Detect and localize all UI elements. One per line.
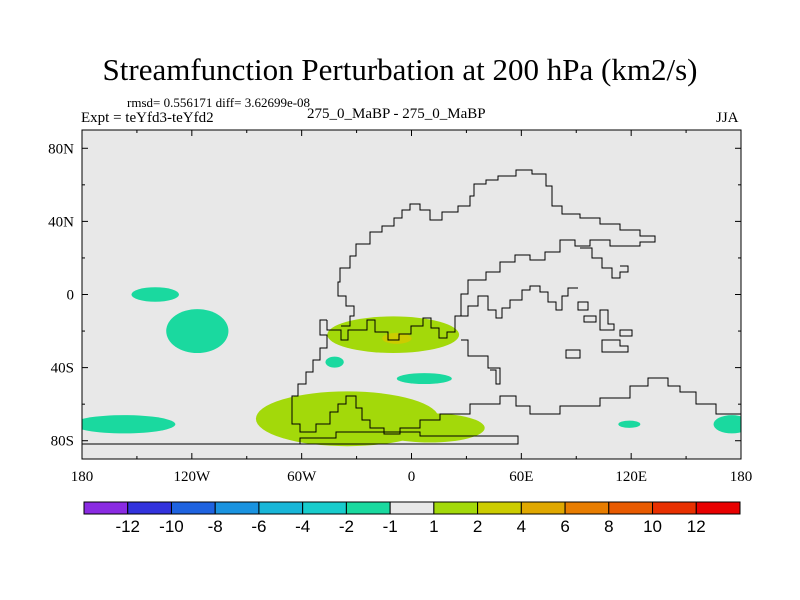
coastline-antarctica — [291, 377, 741, 435]
y-tick-label: 40N — [48, 214, 74, 230]
colorbar-label: -1 — [383, 517, 398, 536]
coastline-islands-6 — [619, 329, 633, 337]
coastline-antarctica-south — [82, 431, 519, 445]
x-tick-label: 60E — [509, 469, 533, 485]
colorbar-swatch — [564, 501, 610, 515]
colorbar-swatch — [520, 501, 566, 515]
colorbar-swatch — [477, 501, 522, 515]
period-label: 275_0_MaBP - 275_0_MaBP — [307, 106, 486, 122]
colorbar-label: -12 — [115, 517, 140, 536]
colorbar-swatch — [258, 501, 304, 515]
colorbar-label: -4 — [295, 517, 310, 536]
colorbar-swatch — [127, 501, 172, 515]
coastline-africa-west — [291, 319, 328, 404]
x-tick-label: 120E — [615, 469, 647, 485]
x-axis: 180 120W 60W 0 60E 120E 180 — [71, 130, 753, 485]
coastline-eurasia-africa — [326, 169, 656, 341]
colorbar-label: 8 — [604, 517, 613, 536]
contour-positive-south-atlantic-east — [374, 413, 485, 443]
x-tick-label: 60W — [287, 469, 317, 485]
experiment-label: Expt = teYfd3-teYfd2 — [81, 110, 214, 126]
stats-label: rmsd= 0.556171 diff= 3.62699e-08 — [127, 95, 311, 110]
coastline-south-asia — [455, 285, 578, 319]
colorbar-swatch — [302, 501, 347, 515]
colorbar-swatch — [433, 501, 479, 515]
contour-negative-indian-ocean — [396, 373, 452, 385]
colorbar-label: -8 — [208, 517, 223, 536]
coastline-islands-4 — [601, 339, 629, 353]
colorbar-swatch — [608, 501, 654, 515]
coastline-islands-2 — [583, 315, 597, 323]
coastline-islands-3 — [599, 309, 615, 331]
contour-max-south-america-east — [382, 332, 412, 344]
colorbar-label: 12 — [687, 517, 706, 536]
y-tick-label: 80N — [48, 141, 74, 157]
y-axis: 80N 40N 0 40S 80S — [48, 141, 741, 450]
contour-negative-south-pacific-west — [82, 415, 176, 434]
colorbar-label: -6 — [251, 517, 266, 536]
colorbar-label: 1 — [429, 517, 438, 536]
x-tick-label: 0 — [408, 469, 416, 485]
colorbar-label: 6 — [560, 517, 569, 536]
colorbar-label: -10 — [159, 517, 184, 536]
contour-negative-dateline-south — [713, 415, 741, 434]
colorbar-swatch — [345, 501, 391, 515]
colorbar-swatch — [695, 501, 741, 515]
colorbar-swatch — [83, 501, 129, 515]
y-tick-label: 0 — [67, 288, 75, 304]
coastline-islands-5 — [565, 349, 581, 359]
colorbar-label: 2 — [473, 517, 482, 536]
coastlines — [82, 169, 741, 445]
colorbar-label: 4 — [517, 517, 526, 536]
contour-negative-south-atlantic-small — [325, 356, 344, 368]
colorbar-label: 10 — [643, 517, 662, 536]
colorbar-label: -2 — [339, 517, 354, 536]
y-tick-label: 80S — [51, 434, 74, 450]
x-tick-label: 120W — [173, 469, 211, 485]
colorbar-swatch — [652, 501, 697, 515]
coastline-islands-1 — [577, 301, 589, 311]
x-tick-label: 180 — [71, 469, 94, 485]
contour-negative-east-pacific-north — [131, 287, 180, 302]
contour-negative-australia-south — [618, 420, 641, 428]
contour-negative-east-pacific — [166, 309, 229, 353]
colorbar: -12 -10 -8 -6 -4 -2 -1 1 2 4 6 8 10 12 — [83, 501, 741, 536]
x-tick-label: 180 — [730, 469, 753, 485]
coastline-east-africa — [461, 339, 501, 385]
coastline-east-asia-arc — [580, 247, 629, 279]
colorbar-swatch — [389, 501, 435, 515]
y-tick-label: 40S — [51, 361, 74, 377]
colorbar-swatch — [214, 501, 260, 515]
chart-title: Streamfunction Perturbation at 200 hPa (… — [102, 52, 698, 87]
colorbar-swatch — [170, 501, 216, 515]
season-label: JJA — [716, 110, 739, 126]
